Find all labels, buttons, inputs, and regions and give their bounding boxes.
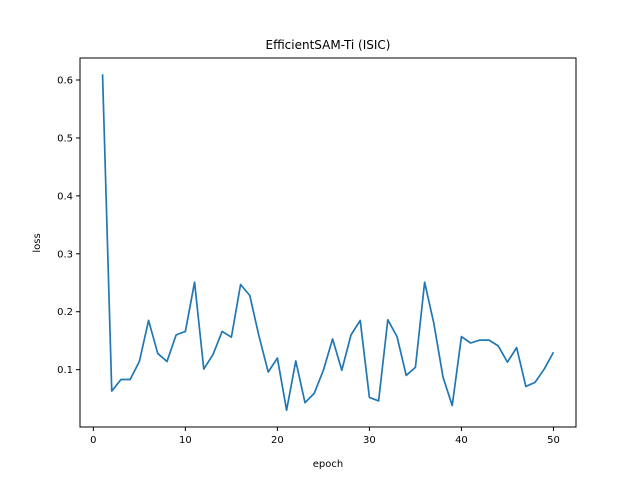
x-tick-label: 0 [90,435,96,446]
y-tick-label: 0.1 [57,365,73,376]
plot-frame [79,57,577,428]
loss-line [101,74,555,412]
x-axis-label: epoch [313,459,343,470]
chart-title: EfficientSAM-Ti (ISIC) [266,38,391,52]
y-tick-label: 0.3 [57,249,73,260]
plot-area [101,74,555,412]
x-tick-label: 10 [179,435,192,446]
y-axis: 0.1 0.2 0.3 0.4 0.5 0.6 [57,76,80,376]
y-tick-label: 0.5 [57,133,73,144]
y-tick-label: 0.4 [57,191,73,202]
x-tick-label: 40 [455,435,468,446]
x-tick-label: 50 [547,435,560,446]
x-tick-label: 30 [363,435,376,446]
y-tick-label: 0.6 [57,76,73,87]
y-axis-label: loss [32,233,43,252]
y-tick-label: 0.2 [57,307,73,318]
x-axis: 0 10 20 30 40 50 [90,427,560,446]
x-tick-label: 20 [271,435,284,446]
